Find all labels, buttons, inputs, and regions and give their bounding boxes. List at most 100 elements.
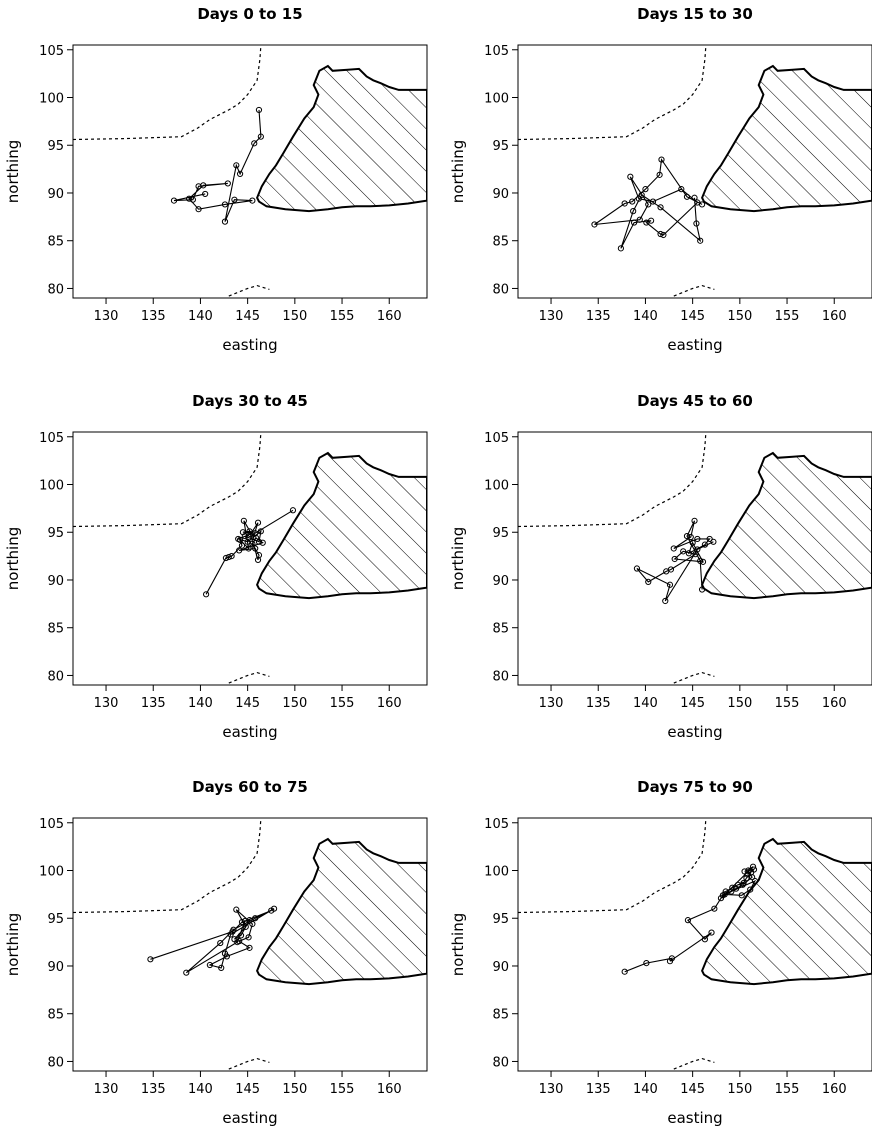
x-tick-label: 130	[94, 696, 119, 711]
track-point	[691, 517, 698, 524]
track-point	[710, 538, 717, 545]
track-point	[236, 547, 243, 554]
track-point	[246, 944, 253, 951]
panel-1: Days 0 to 15 130 135 140 145 150 155 160 80 85 90 9…	[4, 5, 428, 354]
land-mass	[256, 64, 427, 213]
track	[591, 156, 706, 252]
track-point	[591, 221, 598, 228]
track-point	[252, 545, 259, 552]
x-tick-label: 140	[633, 696, 658, 711]
land-mass	[701, 451, 872, 600]
y-tick-label: 100	[484, 865, 509, 880]
y-tick-label: 85	[492, 1008, 509, 1023]
y-tick-label: 95	[47, 912, 64, 927]
y-tick-label: 100	[484, 92, 509, 107]
track-point	[694, 535, 701, 543]
plot-frame	[517, 817, 872, 1072]
x-tick-label: 135	[141, 696, 166, 711]
panel-title: Days 0 to 15	[197, 5, 302, 23]
x-axis-label: easting	[667, 336, 722, 354]
track-point	[633, 565, 641, 572]
track-point	[183, 969, 190, 976]
x-tick-label: 135	[586, 309, 611, 324]
track-point	[687, 533, 694, 541]
track-point	[666, 958, 674, 965]
track-point	[747, 886, 754, 893]
track-point	[698, 586, 706, 593]
track-point	[189, 196, 196, 203]
panel-4: Days 45 to 60 130 135 140 145 150 155 160 80 85 90…	[449, 392, 872, 741]
x-tick-label: 140	[188, 1082, 213, 1097]
track-line	[205, 509, 294, 595]
track-point	[621, 200, 628, 207]
x-tick-label: 130	[539, 309, 564, 324]
track-point	[234, 939, 241, 946]
map-features	[518, 818, 872, 1070]
boundary-dashed-line	[73, 432, 262, 528]
track	[170, 106, 264, 225]
y-tick-label: 80	[492, 1055, 509, 1070]
track-point	[699, 558, 707, 565]
y-tick-label: 90	[47, 187, 64, 202]
x-tick-label: 150	[282, 696, 307, 711]
track-point	[230, 926, 237, 933]
x-tick-label: 160	[377, 309, 402, 324]
y-tick-label: 105	[484, 431, 509, 446]
x-tick-label: 160	[822, 309, 847, 324]
track-point	[750, 866, 758, 873]
plot-frame	[517, 44, 872, 299]
track-point	[717, 895, 725, 902]
y-axis-label: northing	[449, 140, 467, 203]
x-tick-label: 145	[235, 309, 260, 324]
track-point	[738, 892, 745, 899]
x-tick-label: 160	[377, 696, 402, 711]
y-tick-label: 80	[47, 669, 64, 684]
track-point	[745, 867, 752, 874]
track-point	[237, 932, 245, 939]
track-point	[239, 529, 247, 536]
track-point	[643, 960, 650, 967]
track-point	[685, 550, 692, 557]
x-tick-label: 145	[235, 1082, 260, 1097]
track-point	[649, 198, 657, 205]
track-point	[238, 918, 246, 926]
panel-title: Days 15 to 30	[637, 5, 753, 23]
x-tick-label: 145	[680, 309, 705, 324]
track	[633, 517, 717, 605]
y-tick-label: 90	[492, 574, 509, 589]
boundary-dashed-line	[73, 818, 262, 914]
track-point	[170, 197, 178, 204]
track-point	[251, 140, 258, 147]
map-features	[518, 45, 872, 297]
track-point	[666, 581, 674, 588]
y-tick-label: 90	[492, 187, 509, 202]
track-point	[701, 541, 709, 548]
track-point	[202, 190, 209, 198]
track-point	[257, 528, 264, 535]
map-features	[73, 818, 427, 1070]
track-point	[663, 568, 670, 575]
x-tick-label: 155	[330, 696, 355, 711]
track-point	[684, 917, 692, 924]
x-tick-label: 150	[282, 1082, 307, 1097]
track-point	[701, 936, 709, 943]
y-tick-label: 80	[492, 669, 509, 684]
y-tick-label: 105	[39, 817, 64, 832]
track-point	[642, 186, 649, 193]
panel-3: Days 30 to 45 130 135 140 145 150 155 160 80 85 90…	[4, 392, 428, 741]
track-point	[739, 881, 746, 888]
track-point	[657, 204, 664, 211]
panel-6: Days 75 to 90 130 135 140 145 150 155 160 80 85 90…	[449, 778, 872, 1127]
track-point	[697, 557, 704, 564]
track-point	[206, 961, 213, 969]
panel-5: Days 60 to 75 130 135 140 145 150 155 160 80 85 90…	[4, 778, 428, 1127]
x-tick-label: 150	[727, 696, 752, 711]
x-tick-label: 160	[377, 1082, 402, 1097]
track-point	[195, 206, 202, 213]
x-tick-label: 155	[775, 696, 800, 711]
track-point	[627, 173, 634, 180]
plot-frame	[72, 44, 428, 299]
y-axis-label: northing	[449, 527, 467, 590]
y-axis-label: northing	[4, 140, 22, 203]
track-point	[670, 545, 677, 552]
